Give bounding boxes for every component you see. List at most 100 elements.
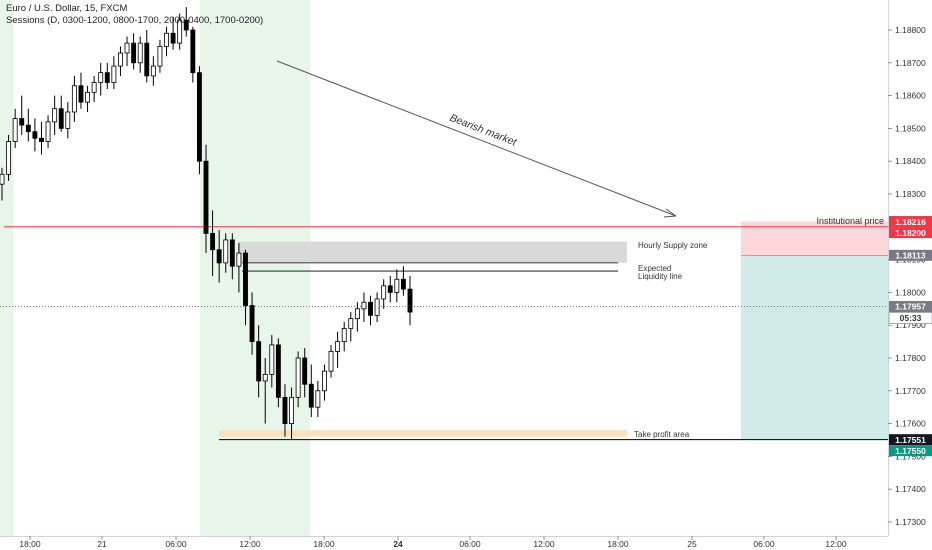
candle[interactable]: [19, 95, 25, 135]
price-label[interactable]: 1.17551: [889, 434, 932, 446]
candle[interactable]: [52, 95, 58, 135]
candle[interactable]: [111, 56, 117, 90]
candle-body: [302, 357, 308, 385]
candle[interactable]: [295, 351, 301, 408]
candle-body: [124, 42, 130, 54]
candle[interactable]: [39, 121, 44, 155]
candle[interactable]: [243, 249, 248, 326]
price-label[interactable]: 1.18200: [889, 227, 932, 239]
candle[interactable]: [183, 7, 189, 37]
candle-body: [243, 252, 248, 306]
candle-body: [170, 32, 176, 44]
candle[interactable]: [328, 344, 334, 378]
candle[interactable]: [335, 331, 341, 368]
candle[interactable]: [118, 46, 123, 76]
candle[interactable]: [315, 380, 321, 418]
candle[interactable]: [104, 62, 110, 90]
price-label-box: [889, 301, 932, 313]
candle[interactable]: [223, 233, 229, 273]
price-label[interactable]: 1.18113: [889, 249, 932, 261]
candle[interactable]: [203, 144, 209, 254]
hourly-supply-zone[interactable]: [238, 241, 627, 263]
candle[interactable]: [322, 364, 327, 401]
candle[interactable]: [210, 210, 216, 276]
candle[interactable]: [341, 321, 347, 352]
price-label[interactable]: 1.18216: [889, 216, 932, 228]
take-profit-zone[interactable]: [219, 430, 627, 437]
candle[interactable]: [256, 325, 262, 398]
candle-body: [203, 160, 209, 234]
symbol-title: Euro / U.S. Dollar, 15, FXCM: [6, 3, 128, 14]
candle[interactable]: [25, 108, 31, 142]
candle-body: [387, 285, 393, 293]
candle[interactable]: [124, 36, 130, 67]
candle[interactable]: [354, 302, 360, 332]
candle[interactable]: [368, 295, 373, 326]
price-label[interactable]: 1.17957: [889, 301, 932, 313]
candle[interactable]: [71, 75, 77, 122]
price-tick-label: 1.17300: [895, 517, 926, 527]
candle[interactable]: [190, 26, 196, 83]
candle[interactable]: [361, 292, 367, 322]
candle[interactable]: [308, 364, 314, 418]
candle[interactable]: [58, 95, 64, 132]
candle-body: [45, 121, 51, 142]
candle[interactable]: [150, 56, 156, 86]
time-tick-label: 21: [97, 539, 107, 549]
take-profit-area-label: Take profit area: [634, 430, 690, 439]
candle[interactable]: [0, 167, 5, 201]
candle[interactable]: [229, 233, 235, 280]
candle[interactable]: [394, 269, 400, 303]
candle[interactable]: [302, 348, 308, 398]
candle[interactable]: [137, 36, 143, 73]
candle[interactable]: [374, 292, 380, 322]
candle-body: [157, 46, 163, 67]
candle[interactable]: [144, 30, 150, 83]
candle[interactable]: [65, 102, 71, 139]
position-target-zone[interactable]: [741, 255, 888, 440]
candle[interactable]: [289, 387, 294, 440]
candle[interactable]: [6, 134, 12, 181]
candle-body: [374, 298, 380, 316]
candle[interactable]: [282, 384, 288, 437]
price-tick-label: 1.18700: [895, 58, 926, 68]
candle[interactable]: [196, 66, 202, 175]
time-tick-label: 25: [687, 539, 697, 549]
candle-body: [262, 373, 268, 382]
hourly-supply-zone-label: Hourly Supply zone: [638, 241, 708, 250]
price-tick-label: 1.17600: [895, 419, 926, 429]
candle[interactable]: [249, 292, 255, 355]
candle[interactable]: [407, 276, 413, 326]
candle[interactable]: [269, 335, 275, 388]
candle[interactable]: [262, 358, 268, 424]
candle[interactable]: [91, 75, 97, 103]
price-label[interactable]: 05:33: [888, 312, 932, 324]
price-label-text: 1.17957: [895, 302, 926, 312]
candle[interactable]: [381, 279, 387, 309]
candle-body: [104, 72, 110, 83]
candle[interactable]: [170, 16, 176, 50]
price-label[interactable]: 1.17550: [889, 445, 932, 457]
candle-body: [98, 72, 104, 83]
candle[interactable]: [32, 118, 38, 152]
candle[interactable]: [45, 115, 51, 149]
candle[interactable]: [275, 338, 281, 408]
candle[interactable]: [85, 85, 90, 112]
session-shade: [200, 0, 310, 536]
candle[interactable]: [157, 39, 163, 73]
candle-body: [361, 301, 367, 310]
candle[interactable]: [164, 26, 169, 57]
candle[interactable]: [400, 266, 406, 296]
candle[interactable]: [12, 108, 18, 149]
candle[interactable]: [387, 276, 393, 303]
candle[interactable]: [98, 62, 104, 96]
candle[interactable]: [236, 243, 242, 293]
candle[interactable]: [177, 13, 183, 50]
candle[interactable]: [131, 33, 137, 70]
candle[interactable]: [216, 230, 222, 283]
candle-body: [322, 370, 327, 392]
bearish-arrow[interactable]: [276, 60, 677, 217]
candle[interactable]: [348, 312, 354, 342]
candle[interactable]: [78, 72, 84, 109]
